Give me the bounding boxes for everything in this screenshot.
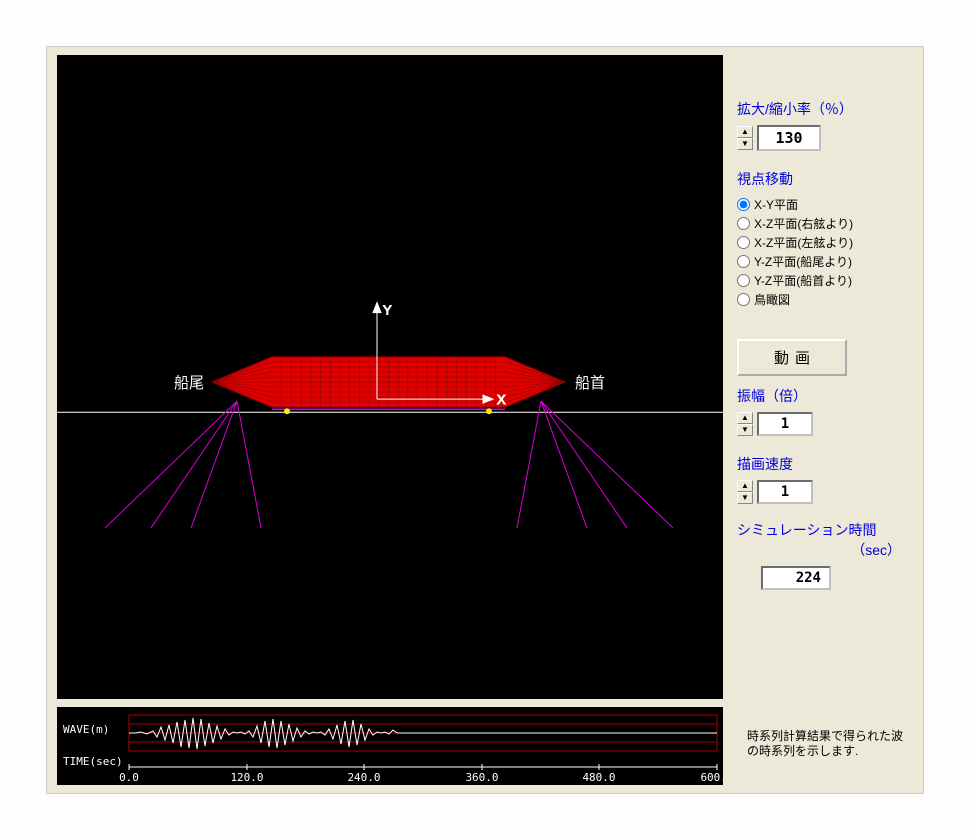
zoom-value-field[interactable]: 130 xyxy=(757,125,821,151)
viewpoint-label: 視点移動 xyxy=(737,169,911,189)
draw-speed-value-field[interactable]: 1 xyxy=(757,480,813,504)
svg-text:X: X xyxy=(497,392,506,407)
viewpoint-radio-0[interactable] xyxy=(737,198,750,211)
canvas-column: Y X 船尾 船首 0.0 120.0 240.0 360.0 480.0 600.0 WA… xyxy=(47,47,727,793)
svg-text:Y: Y xyxy=(383,303,392,318)
viewpoint-option-label: Y-Z平面(船尾より) xyxy=(754,253,852,270)
amplitude-up-button[interactable]: ▲ xyxy=(737,412,753,424)
svg-text:船首: 船首 xyxy=(575,375,605,392)
viewpoint-radio-3[interactable] xyxy=(737,255,750,268)
svg-text:WAVE(m): WAVE(m) xyxy=(63,723,109,736)
viewpoint-option-0[interactable]: X-Y平面 xyxy=(737,195,911,214)
viewpoint-option-2[interactable]: X-Z平面(左舷より) xyxy=(737,233,911,252)
viewpoint-option-label: Y-Z平面(船首より) xyxy=(754,272,852,289)
zoom-down-button[interactable]: ▼ xyxy=(737,138,753,150)
svg-text:0.0: 0.0 xyxy=(119,771,139,784)
viewpoint-option-1[interactable]: X-Z平面(右舷より) xyxy=(737,214,911,233)
app-window: Y X 船尾 船首 0.0 120.0 240.0 360.0 480.0 600.0 WA… xyxy=(46,46,924,794)
speed-down-button[interactable]: ▼ xyxy=(737,492,753,504)
zoom-control: ▲ ▼ 130 xyxy=(737,125,911,151)
sim-time-unit: （sec） xyxy=(737,540,911,560)
viewpoint-radio-4[interactable] xyxy=(737,274,750,287)
svg-text:240.0: 240.0 xyxy=(347,771,380,784)
speed-up-button[interactable]: ▲ xyxy=(737,480,753,492)
zoom-up-button[interactable]: ▲ xyxy=(737,126,753,138)
amplitude-value-field[interactable]: 1 xyxy=(757,412,813,436)
viewpoint-option-4[interactable]: Y-Z平面(船首より) xyxy=(737,271,911,290)
viewpoint-option-label: 鳥瞰図 xyxy=(754,291,790,308)
wave-timeseries-panel: 0.0 120.0 240.0 360.0 480.0 600.0 WAVE(m) TIM… xyxy=(57,707,723,785)
svg-text:600.0: 600.0 xyxy=(700,771,723,784)
svg-text:TIME(sec): TIME(sec) xyxy=(63,755,123,768)
viewpoint-option-3[interactable]: Y-Z平面(船尾より) xyxy=(737,252,911,271)
viewpoint-option-5[interactable]: 鳥瞰図 xyxy=(737,290,911,309)
sim-time-value-field: 224 xyxy=(761,566,831,590)
viewpoint-radio-group: X-Y平面 X-Z平面(右舷より) X-Z平面(左舷より) Y-Z平面(船尾より) Y-… xyxy=(737,195,911,309)
zoom-label: 拡大/縮小率（％） xyxy=(737,99,911,119)
svg-text:480.0: 480.0 xyxy=(582,771,615,784)
viewpoint-option-label: X-Z平面(右舷より) xyxy=(754,215,853,232)
viewpoint-radio-5[interactable] xyxy=(737,293,750,306)
viewpoint-option-label: X-Z平面(左舷より) xyxy=(754,234,853,251)
svg-text:360.0: 360.0 xyxy=(465,771,498,784)
draw-speed-label: 描画速度 xyxy=(737,454,911,474)
svg-text:120.0: 120.0 xyxy=(230,771,263,784)
amplitude-label: 振幅（倍） xyxy=(737,386,911,406)
side-panel: 拡大/縮小率（％） ▲ ▼ 130 視点移動 X-Y平面X-Z平面(右舷より)X… xyxy=(727,47,923,793)
svg-text:船尾: 船尾 xyxy=(174,375,204,392)
main-3d-view[interactable]: Y X 船尾 船首 xyxy=(57,55,723,699)
main-view-svg: Y X 船尾 船首 xyxy=(57,55,723,699)
wave-svg: 0.0 120.0 240.0 360.0 480.0 600.0 WAVE(m) TIM… xyxy=(57,707,723,785)
help-text: 時系列計算結果で得られた波の時系列を示します. xyxy=(747,729,907,759)
viewpoint-radio-2[interactable] xyxy=(737,236,750,249)
draw-speed-control: ▲ ▼ 1 xyxy=(737,480,911,504)
amplitude-control: ▲ ▼ 1 xyxy=(737,412,911,436)
sim-time-label: シミュレーション時間 xyxy=(737,522,911,540)
animate-button[interactable]: 動画 xyxy=(737,339,847,376)
viewpoint-radio-1[interactable] xyxy=(737,217,750,230)
viewpoint-option-label: X-Y平面 xyxy=(754,196,798,213)
amplitude-down-button[interactable]: ▼ xyxy=(737,424,753,436)
